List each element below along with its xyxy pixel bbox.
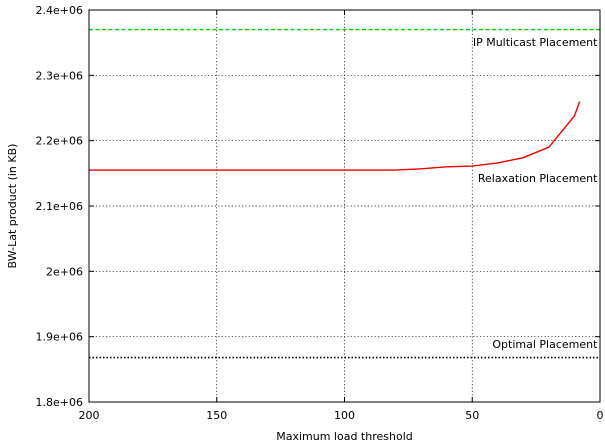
x-tick-label: 100 [334, 409, 355, 422]
y-tick-label: 2.3e+06 [36, 69, 83, 82]
y-tick-label: 2.2e+06 [36, 135, 83, 148]
x-tick-label: 200 [79, 409, 100, 422]
x-tick-label: 50 [465, 409, 479, 422]
y-tick-label: 2e+06 [46, 265, 83, 278]
y-axis-label: BW-Lat product (in KB) [6, 144, 19, 269]
axis-ticks: 200 150 100 50 0 1.8e+06 1.9e+06 2e+06 2.1e+06 2.… [36, 4, 604, 422]
series-relaxation-placement [89, 101, 581, 171]
grid-lines [89, 10, 600, 402]
y-tick-label: 2.4e+06 [36, 4, 83, 17]
annotation-relaxation-placement: Relaxation Placement [478, 172, 598, 185]
y-tick-label: 1.8e+06 [36, 396, 83, 409]
series-layer [89, 28, 600, 359]
annotation-ip-multicast-placement: IP Multicast Placement [473, 36, 598, 49]
annotation-optimal-placement: Optimal Placement [492, 338, 598, 351]
x-tick-label: 150 [206, 409, 227, 422]
y-tick-label: 1.9e+06 [36, 331, 83, 344]
annotations: IP Multicast Placement Relaxation Placeme… [473, 36, 598, 351]
x-tick-label: 0 [597, 409, 604, 422]
x-axis-label: Maximum load threshold [276, 430, 413, 443]
y-tick-label: 2.1e+06 [36, 200, 83, 213]
